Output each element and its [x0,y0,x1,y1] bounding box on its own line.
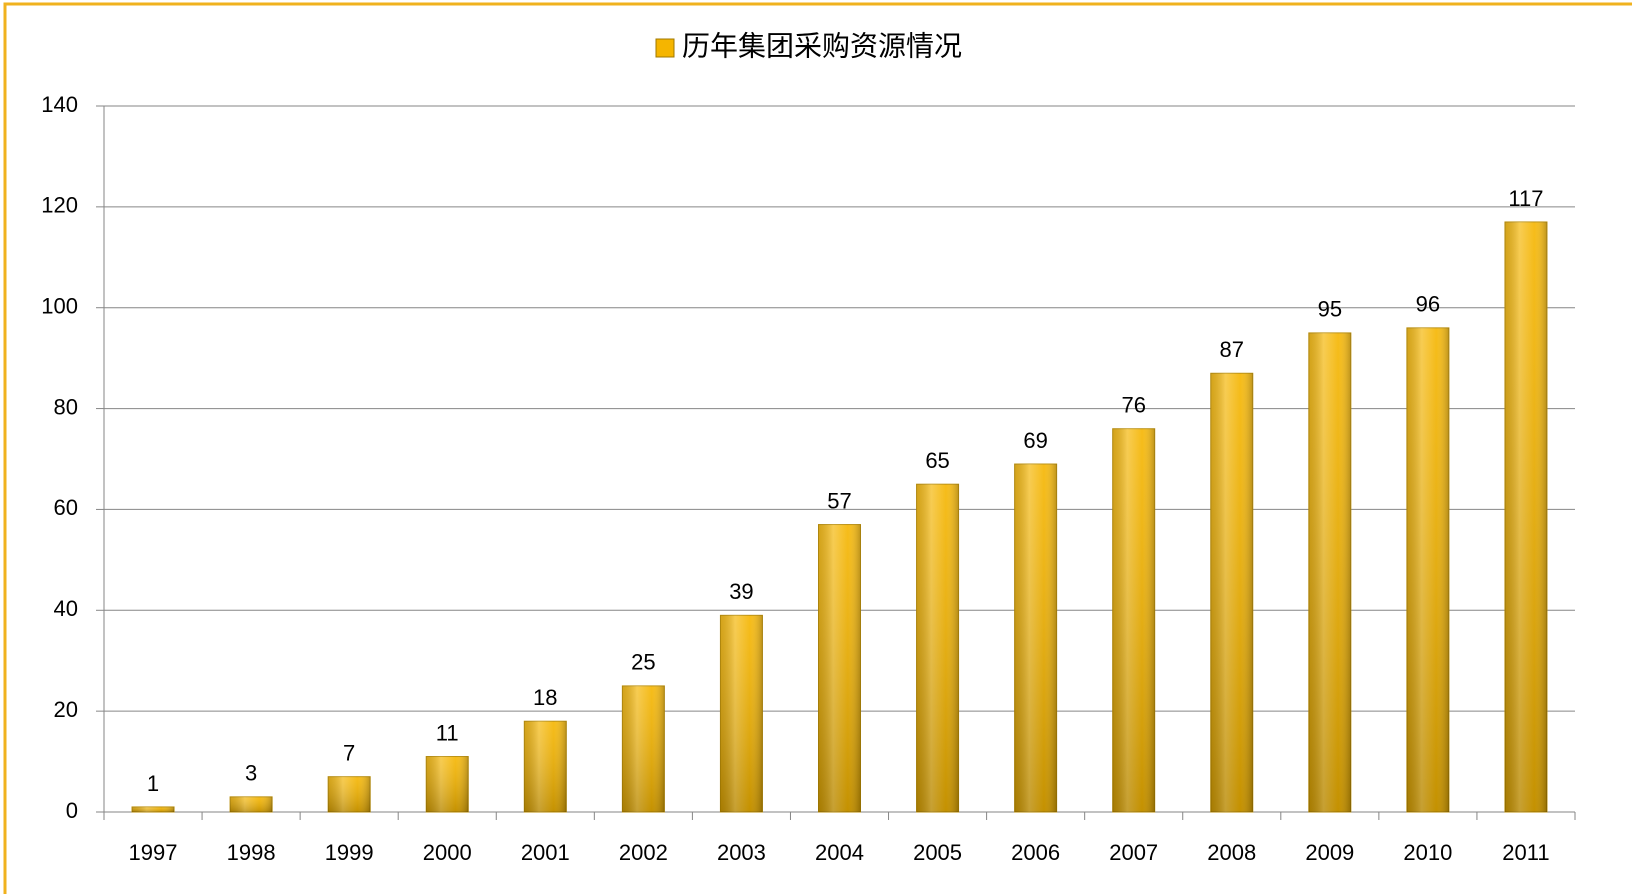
bar-shade [916,484,959,812]
x-tick-label: 2011 [1502,840,1549,865]
data-label: 25 [631,650,655,675]
bar-shade [230,796,273,812]
y-tick-label: 40 [54,596,78,621]
y-tick-label: 60 [54,495,78,520]
y-tick-label: 20 [54,697,78,722]
bar-shade [1210,373,1253,812]
x-tick-label: 2009 [1305,840,1354,865]
data-label: 39 [729,579,753,604]
bar-shade [132,806,175,812]
data-label: 11 [436,720,459,745]
y-tick-label: 120 [41,193,78,218]
data-label: 7 [343,741,355,766]
bar-shade [1308,332,1351,812]
data-label: 87 [1220,337,1244,362]
x-tick-label: 2003 [717,840,766,865]
data-label: 117 [1508,186,1543,211]
bar-shade [818,524,861,812]
bar-shade [1014,464,1057,812]
data-label: 69 [1023,428,1047,453]
bar-shade [524,721,567,812]
x-tick-label: 2000 [423,840,472,865]
data-label: 3 [245,761,257,786]
legend-swatch [655,38,675,58]
bar-shade [1406,327,1449,812]
bar-shade [622,685,665,812]
x-tick-label: 2007 [1109,840,1158,865]
bar-shade [720,615,763,812]
chart-frame [3,2,1632,894]
bar-shade [1504,221,1547,812]
x-tick-label: 2010 [1403,840,1452,865]
x-tick-label: 1999 [325,840,374,865]
x-tick-label: 2008 [1207,840,1256,865]
data-label: 18 [533,685,557,710]
data-label: 1 [147,771,159,796]
y-tick-label: 80 [54,394,78,419]
y-tick-label: 140 [41,92,78,117]
data-label: 95 [1318,297,1342,322]
bar-shade [1112,428,1155,812]
bar-shade [426,756,469,812]
x-tick-label: 1998 [227,840,276,865]
data-label: 57 [827,488,851,513]
x-tick-label: 1997 [129,840,178,865]
bar-shade [328,776,371,812]
x-tick-label: 2005 [913,840,962,865]
legend-text: 历年集团采购资源情况 [682,30,962,61]
x-tick-label: 2004 [815,840,864,865]
y-tick-label: 100 [41,294,78,319]
data-label: 76 [1121,393,1145,418]
x-tick-label: 2002 [619,840,668,865]
data-label: 96 [1416,292,1440,317]
x-tick-label: 2001 [521,840,570,865]
data-label: 65 [925,448,949,473]
y-tick-label: 0 [66,798,78,823]
x-tick-label: 2006 [1011,840,1060,865]
